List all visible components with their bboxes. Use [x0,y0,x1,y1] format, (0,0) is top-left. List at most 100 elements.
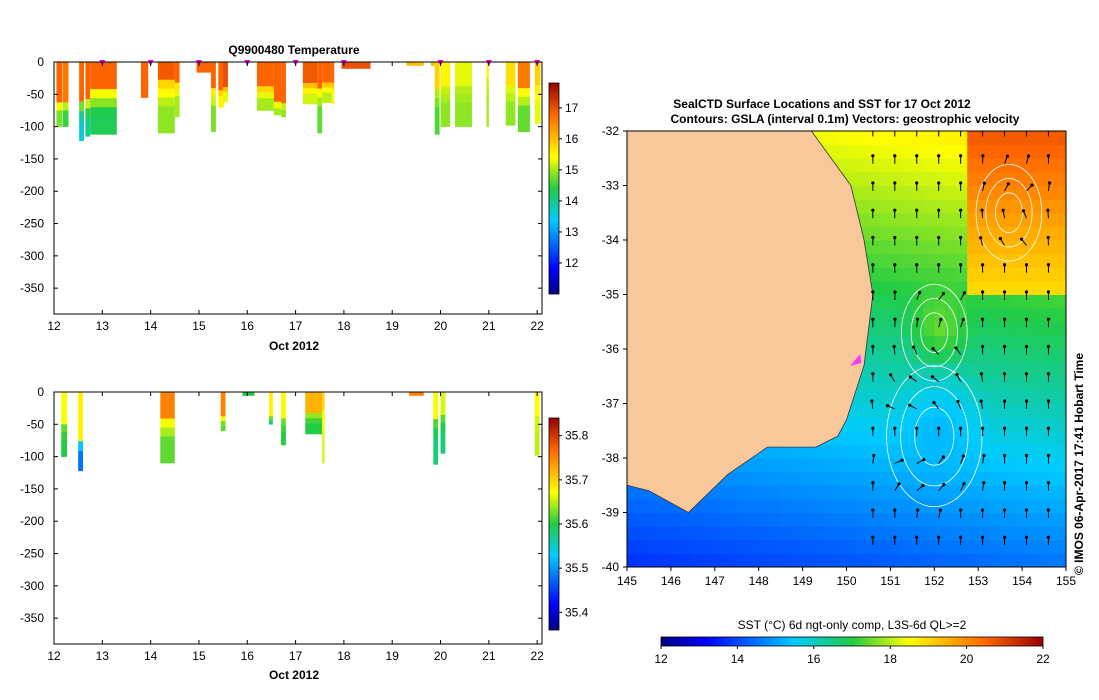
temperature-profile-cell [79,81,84,92]
salinity-ytick-label: -300 [20,579,44,593]
salinity-profile-cell [440,438,446,447]
salinity-profile-cell [269,404,273,409]
sst-cell [780,471,793,486]
sst-cell [1055,349,1066,364]
salinity-profile-cell [440,415,446,423]
temperature-profile-cell [223,97,228,103]
velocity-vector-head [1047,181,1052,185]
sst-cell [824,539,837,554]
temperature-xtick-label: 14 [144,319,158,333]
sst-cell [934,131,946,146]
sst-cell [989,512,1001,527]
sst-cell [945,553,957,567]
velocity-vector-head [1046,508,1051,512]
map-xtick-label: 147 [705,574,725,588]
sst-cell [912,485,924,500]
temperature-profile-cell [174,89,180,97]
sst-cell [923,280,935,295]
salinity-profile-cell [534,423,540,432]
sst-cell [934,512,946,527]
temperature-profile-cell [211,62,216,72]
sst-cell [923,212,935,227]
temperature-xtick-label: 17 [289,319,303,333]
sst-cell [802,471,815,486]
sst-cell [1011,417,1023,432]
sst-cell [923,485,935,500]
sst-cell [890,226,902,241]
velocity-vector-head [1046,535,1051,539]
salinity-profile-cell [269,416,273,421]
temperature-profile-cell [157,97,175,107]
salinity-profile-cell [61,432,68,441]
velocity-vector-head [1002,372,1007,376]
temperature-profile-cell [322,67,332,73]
sst-cell [879,253,891,268]
sst-cell [901,498,913,513]
sst-cell [945,199,957,214]
velocity-vector-head [979,236,983,240]
sst-cell [1033,553,1045,567]
sst-cell [1044,144,1056,159]
sst-cell [967,498,979,513]
sst-cell [1011,253,1023,268]
sst-cell [901,171,913,186]
sst-cell [725,498,738,513]
sst-cell [1044,512,1056,527]
sst-cell [945,226,957,241]
sst-colorbar-tick-label: 16 [807,652,821,666]
sst-cell [868,144,880,159]
velocity-vector-head [915,317,920,321]
map-ytick-label: -37 [602,397,620,411]
sst-cell [846,498,858,513]
velocity-vector-head [937,181,941,185]
sst-cell [824,131,837,146]
sst-cell [989,226,1001,241]
sst-cell [989,144,1001,159]
map-ytick-label: -38 [602,451,620,465]
salinity-xtick-label: 16 [241,649,255,663]
sst-cell [923,376,935,391]
temperature-profile-cell [341,64,371,66]
sst-cell [868,171,880,186]
salinity-ytick-label: 0 [37,385,44,399]
sst-cell [1000,185,1012,200]
temperature-profile-cell [505,85,516,94]
sst-cell [956,512,968,527]
temperature-profile-cell [434,80,440,90]
sst-cell [978,498,990,513]
temperature-profile-cell [62,62,69,71]
velocity-vector-head [912,345,916,349]
sst-cell [846,553,858,567]
sst-cell [879,498,891,513]
sst-cell [890,131,902,146]
velocity-vector-head [893,317,897,321]
sst-cell [923,131,935,146]
temperature-profile-cell [486,62,489,71]
sst-cell [989,389,1001,404]
sst-cell [912,430,924,445]
temperature-profile-cell [256,92,274,99]
sst-cell [1055,362,1066,377]
temperature-xtick-label: 13 [96,319,110,333]
sst-cell [1011,471,1023,486]
sst-cell [747,526,760,541]
sst-cell [1011,458,1023,473]
sst-cell [1022,240,1034,255]
sst-cell [1033,539,1045,554]
sst-cell [945,335,957,350]
temperature-colorbar-tick-label: 12 [565,256,579,270]
sst-cell [1033,458,1045,473]
salinity-profile-cell [78,421,83,432]
sst-cell [1044,458,1056,473]
sst-cell [923,321,935,336]
sst-cell [978,485,990,500]
sst-cell [945,267,957,282]
sst-cell [956,171,968,186]
temperature-profile-cell [256,86,274,93]
temperature-ytick-label: -100 [20,120,44,134]
sst-cell [934,335,946,350]
sst-cell [1022,471,1034,486]
sst-cell [868,376,880,391]
sst-cell [846,158,858,173]
sst-cell [1011,526,1023,541]
